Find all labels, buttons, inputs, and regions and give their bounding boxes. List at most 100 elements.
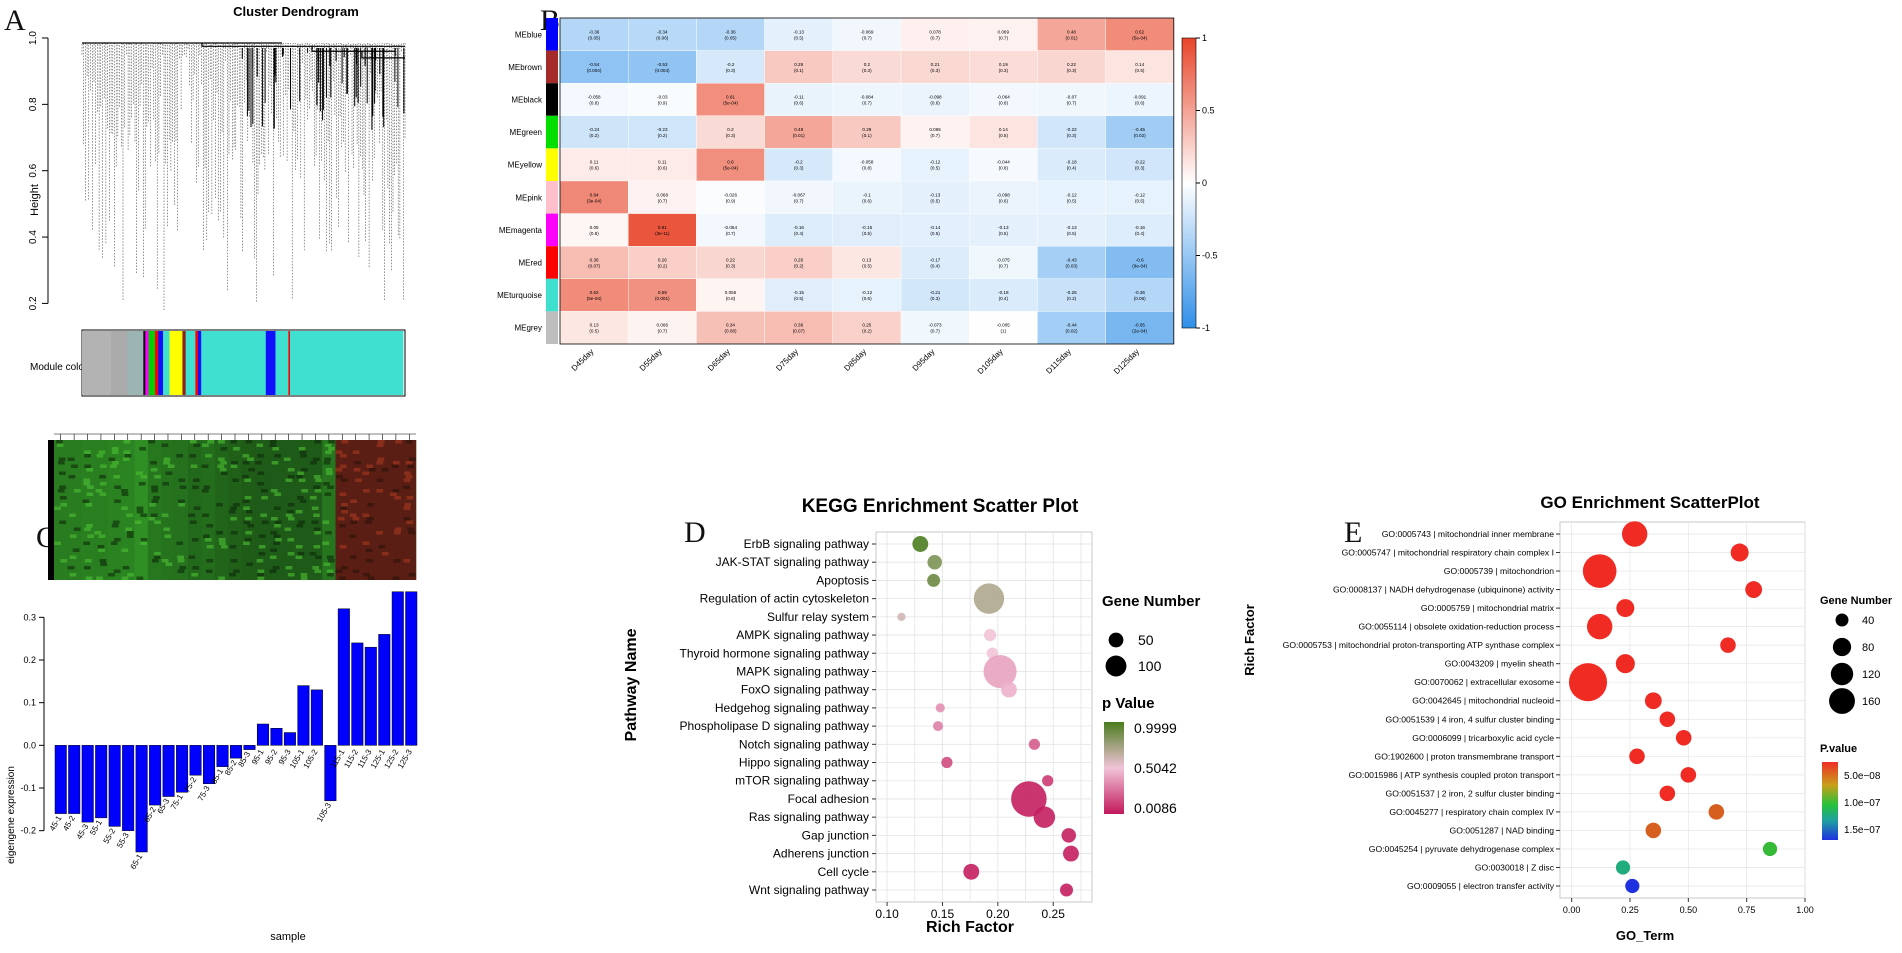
expression-noise <box>121 492 129 496</box>
expression-noise <box>111 524 119 528</box>
expression-noise <box>283 457 291 461</box>
expression-noise <box>258 545 266 549</box>
heatmap-cell <box>1105 50 1174 84</box>
heatmap-cell-value: 0.48 <box>1067 29 1076 34</box>
expression-noise <box>285 513 293 517</box>
heatmap-cell-pvalue: (0.1) <box>862 133 872 138</box>
dendrogram-top-merges <box>82 42 405 59</box>
expression-noise <box>324 457 331 461</box>
heatmap-cell-pvalue: (0.3) <box>726 68 736 73</box>
expression-noise <box>367 503 375 507</box>
heatmap-cell-value: -0.07 <box>1066 95 1077 100</box>
go-term-label: GO:0051537 | 2 iron, 2 sulfur cluster bi… <box>1386 788 1555 798</box>
bar-125-3 <box>405 591 418 746</box>
expression-noise <box>407 464 415 468</box>
heatmap-cell-pvalue: (0.4) <box>794 231 804 236</box>
go-size-legend-dot <box>1835 613 1849 627</box>
kegg-x-tick-label: 0.10 <box>875 907 899 921</box>
module-color-segment <box>111 331 128 395</box>
expression-noise <box>190 520 197 524</box>
heatmap-cell-value: -0.6 <box>1136 258 1144 263</box>
heatmap-cell-pvalue: (5e-04) <box>723 166 738 171</box>
expression-noise <box>243 506 250 510</box>
heatmap-cell-value: -0.064 <box>997 95 1010 100</box>
kegg-point <box>912 536 929 552</box>
expression-noise <box>395 440 402 444</box>
heatmap-cell-value: -0.005 <box>997 323 1010 328</box>
expression-noise <box>126 513 133 517</box>
expression-noise <box>100 562 107 566</box>
heatmap-cell <box>1037 17 1106 51</box>
go-point <box>1762 841 1778 857</box>
expression-noise <box>402 485 410 489</box>
heatmap-cell <box>832 148 902 182</box>
expression-noise <box>341 566 348 570</box>
expression-noise <box>97 545 105 549</box>
expression-noise <box>203 485 211 489</box>
expression-noise <box>362 513 370 517</box>
expression-noise <box>100 464 107 468</box>
heatmap-cell-pvalue: (0.7) <box>862 101 872 106</box>
bar-category-label: 55-3 <box>115 831 131 850</box>
panel-label-d: D <box>684 516 706 549</box>
kegg-pathway-label: FoxO signaling pathway <box>741 683 869 697</box>
expression-noise <box>404 471 411 475</box>
go-point <box>1568 663 1608 702</box>
expression-noise <box>274 520 282 524</box>
heatmap-row-color-MEblue <box>546 18 558 51</box>
module-color-segment <box>197 331 202 395</box>
heatmap-cell-value: -0.15 <box>793 290 804 295</box>
heatmap-cell-pvalue: (0.8) <box>999 166 1009 171</box>
expression-noise <box>258 534 266 538</box>
heatmap-cell-value: 0.22 <box>726 258 735 263</box>
heatmap-cell <box>696 311 765 345</box>
heatmap-cell-pvalue: (0.3) <box>862 68 872 73</box>
heatmap-cell-value: -0.13 <box>998 225 1009 230</box>
expression-noise <box>85 576 93 580</box>
expression-noise <box>362 541 370 545</box>
go-size-legend-dot <box>1830 662 1854 686</box>
heatmap-cell <box>969 148 1038 182</box>
heatmap-cell-value: -0.13 <box>930 192 941 197</box>
heatmap-row-label: MEblue <box>515 30 543 39</box>
heatmap-cell-value: 0.26 <box>658 258 667 263</box>
expression-noise <box>124 454 132 458</box>
kegg-point <box>1060 883 1074 897</box>
go-point <box>1615 654 1635 674</box>
heatmap-cell <box>696 278 765 312</box>
expression-noise <box>140 538 148 542</box>
expression-noise <box>86 468 93 472</box>
heatmap-cell-pvalue: (0.5) <box>930 198 940 203</box>
expression-noise <box>335 450 343 454</box>
expression-noise <box>260 489 268 493</box>
bar-75-2 <box>189 745 202 776</box>
expression-noise <box>269 569 277 573</box>
expression-noise <box>151 559 159 563</box>
expression-noise <box>150 513 158 517</box>
heatmap-col-label: D55day <box>638 347 664 373</box>
expression-noise <box>248 468 256 472</box>
kegg-pathway-label: MAPK signaling pathway <box>736 664 869 678</box>
heatmap-cell <box>1037 148 1106 182</box>
expression-noise <box>296 524 304 528</box>
go-point <box>1582 554 1617 588</box>
heatmap-cell-pvalue: (0.6) <box>794 101 804 106</box>
kegg-pathway-label: Cell cycle <box>818 865 870 879</box>
expression-noise <box>229 545 237 549</box>
heatmap-cell-pvalue: (0.7) <box>794 198 804 203</box>
bar-95-2 <box>270 728 283 746</box>
go-point <box>1680 767 1697 783</box>
expression-noise <box>218 576 225 580</box>
heatmap-cell-pvalue: (0.6) <box>862 296 872 301</box>
heatmap-cell-value: -0.067 <box>792 192 805 197</box>
expression-noise <box>269 440 277 444</box>
go-term-label: GO:0030018 | Z disc <box>1475 862 1555 872</box>
kegg-color-legend-label: 0.0086 <box>1134 800 1177 816</box>
kegg-pathway-label: mTOR signaling pathway <box>735 774 869 788</box>
heatmap-cell-pvalue: (0.2) <box>794 264 804 269</box>
heatmap-cell <box>832 311 902 345</box>
expression-noise <box>87 534 95 538</box>
expression-noise <box>153 552 161 556</box>
expression-noise <box>136 506 144 510</box>
